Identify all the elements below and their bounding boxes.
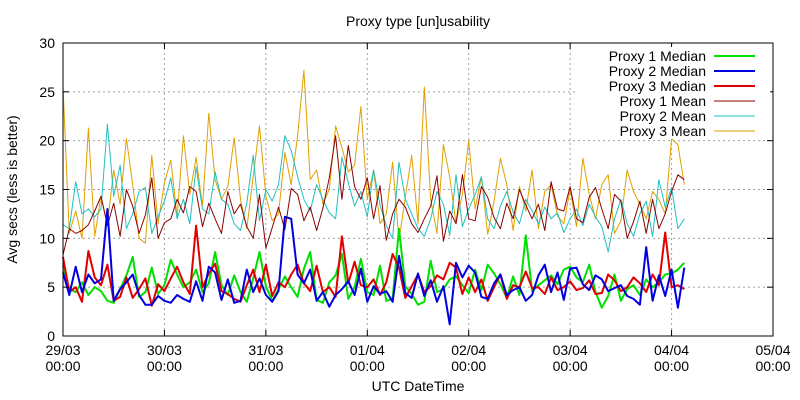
x-tick-label: 00:00 (45, 358, 80, 374)
y-tick-label: 20 (39, 133, 55, 149)
axis-ticks: 05101520253029/0300:0030/0300:0031/0300:… (39, 35, 790, 374)
y-tick-label: 15 (39, 182, 55, 198)
series-line-proxy-1-mean (62, 135, 685, 256)
x-tick-label: 04/04 (654, 342, 689, 358)
x-tick-label: 00:00 (553, 358, 588, 374)
legend-label: Proxy 2 Median (609, 63, 706, 79)
x-tick-label: 00:00 (654, 358, 689, 374)
series-line-proxy-2-mean (62, 123, 685, 253)
x-tick-label: 00:00 (248, 358, 283, 374)
x-tick-label: 29/03 (45, 342, 80, 358)
y-tick-label: 30 (39, 35, 55, 51)
x-tick-label: 30/03 (147, 342, 182, 358)
y-tick-label: 25 (39, 84, 55, 100)
series-line-proxy-3-median (62, 224, 685, 307)
x-tick-label: 31/03 (248, 342, 283, 358)
x-tick-label: 00:00 (755, 358, 790, 374)
x-tick-label: 02/04 (451, 342, 486, 358)
y-axis-title: Avg secs (less is better) (4, 115, 20, 263)
chart-title: Proxy type [un]usability (346, 13, 490, 29)
plot-series (62, 69, 686, 326)
x-tick-label: 05/04 (755, 342, 790, 358)
y-tick-label: 10 (39, 230, 55, 246)
x-tick-label: 00:00 (350, 358, 385, 374)
legend-label: Proxy 1 Mean (620, 93, 706, 109)
x-tick-label: 01/04 (350, 342, 385, 358)
series-line-proxy-2-median (62, 208, 686, 326)
legend-label: Proxy 3 Mean (620, 123, 706, 139)
y-tick-label: 5 (47, 279, 55, 295)
legend-label: Proxy 3 Median (609, 78, 706, 94)
x-tick-label: 03/04 (553, 342, 588, 358)
y-tick-label: 0 (47, 328, 55, 344)
legend-background (578, 47, 770, 139)
x-tick-label: 00:00 (147, 358, 182, 374)
legend-label: Proxy 1 Median (609, 48, 706, 64)
x-axis-title: UTC DateTime (372, 378, 465, 394)
x-tick-label: 00:00 (451, 358, 486, 374)
legend-label: Proxy 2 Mean (620, 108, 706, 124)
